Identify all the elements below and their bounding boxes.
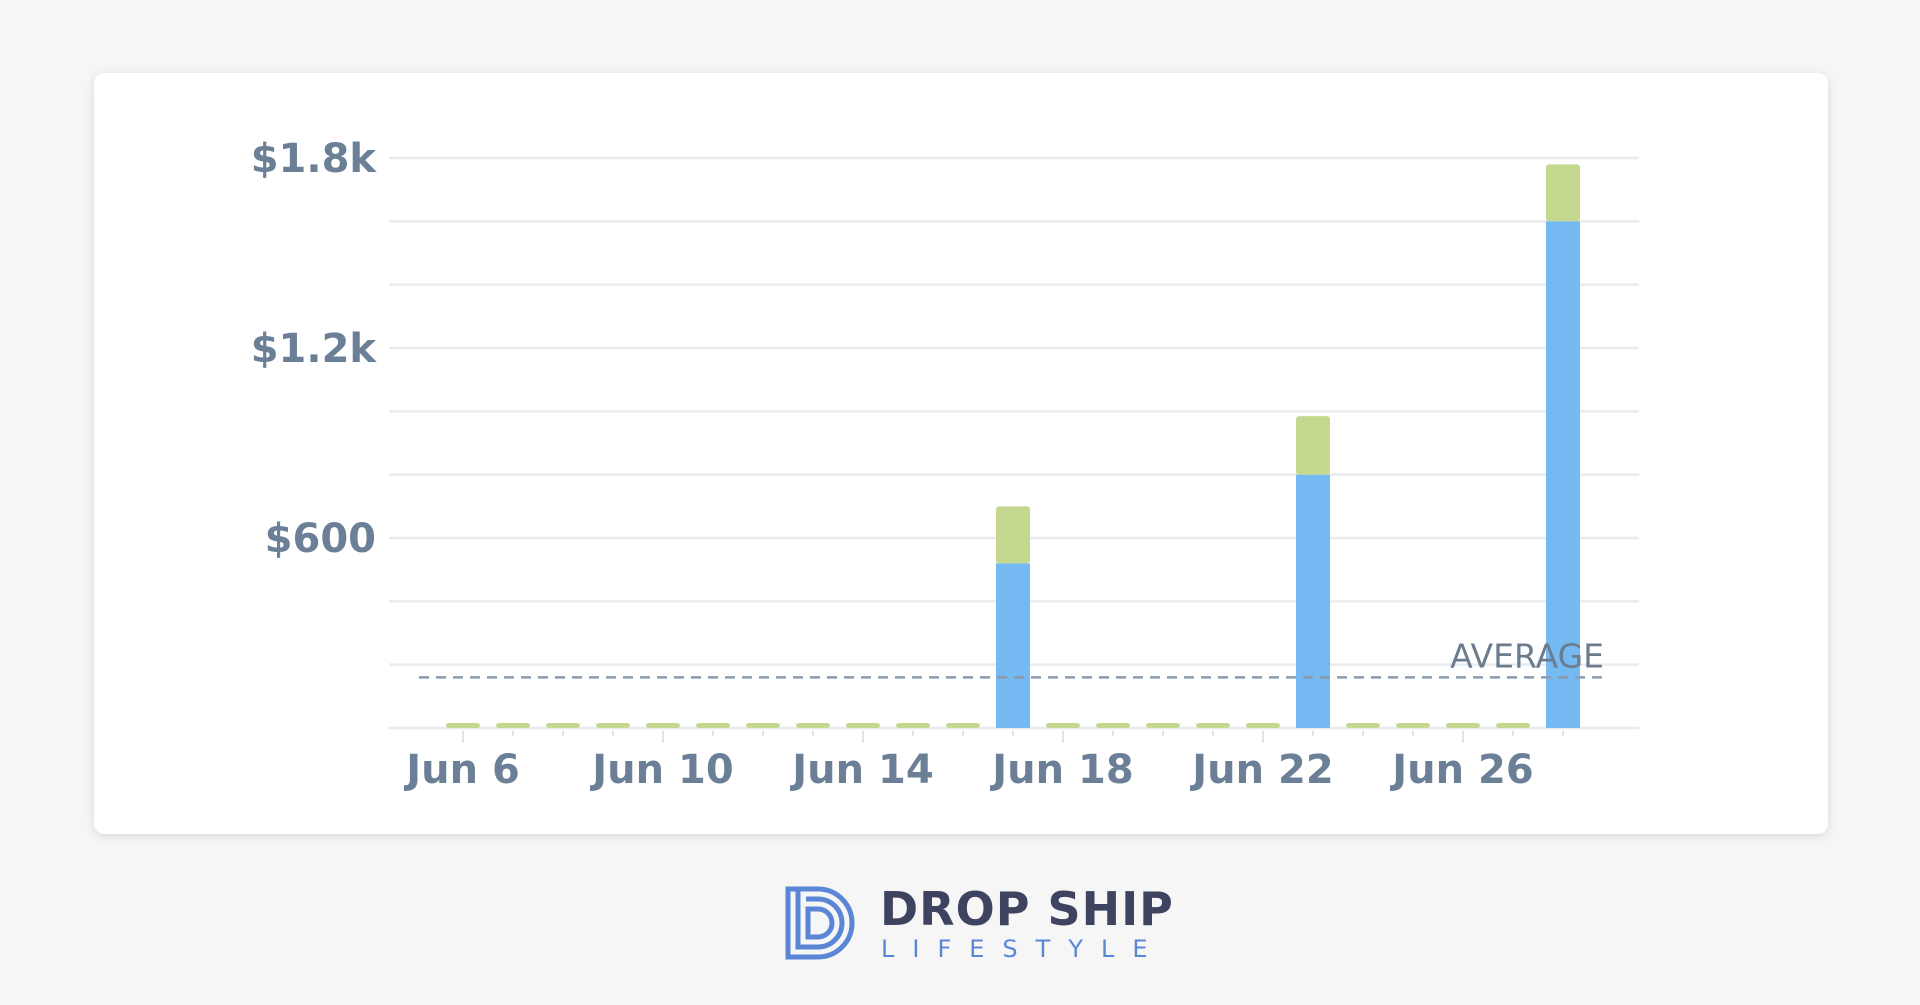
bar-segment [1296,474,1330,728]
x-tick-label: Jun 6 [403,747,520,793]
brand-tagline: LIFESTYLE [881,935,1166,963]
bar-segment [796,723,830,728]
bar-segment [446,723,480,728]
bar-segment [996,563,1030,728]
bar-segment [1196,723,1230,728]
bar-segment [1396,723,1430,728]
bar-segment [1096,723,1130,728]
drop-ship-lifestyle-logo-icon [785,886,855,960]
bar-segment [1546,221,1580,729]
bar-segment [1296,416,1330,475]
average-label: AVERAGE [1450,636,1604,675]
brand-name: DROP SHIP [880,882,1174,936]
bar-segment [496,723,530,728]
y-tick-label: $1.2k [251,326,378,372]
revenue-chart: $1.8k $1.2k $600 Jun 6 Jun 10 Jun 14 Jun 18 Jun… [251,136,1639,793]
y-tick-label: $600 [265,516,376,562]
bar-segment [1246,723,1280,728]
x-tick-label: Jun 14 [789,747,933,793]
x-tick-label: Jun 22 [1189,747,1333,793]
bar-segment [696,723,730,728]
bar-segment [746,723,780,728]
brand-logo: DROP SHIP LIFESTYLE [784,882,1173,964]
bar-segment [546,723,580,728]
bar-segment [1346,723,1380,728]
bar-segment [1496,723,1530,728]
bar-segment [946,723,980,728]
x-tick-label: Jun 26 [1389,747,1533,793]
bar-segment [596,723,630,728]
bar-segment [646,723,680,728]
bar-segment [996,506,1030,564]
bar-segment [1146,723,1180,728]
bar-segment [1546,164,1580,222]
bar-segment [846,723,880,728]
bar-segment [1446,723,1480,728]
bar-segment [896,723,930,728]
x-tick-label: Jun 18 [989,747,1133,793]
x-tick-label: Jun 10 [589,747,733,793]
chart-card: $1.8k $1.2k $600 Jun 6 Jun 10 Jun 14 Jun 18 Jun… [94,73,1828,834]
bar-segment [1046,723,1080,728]
y-tick-label: $1.8k [251,136,378,182]
